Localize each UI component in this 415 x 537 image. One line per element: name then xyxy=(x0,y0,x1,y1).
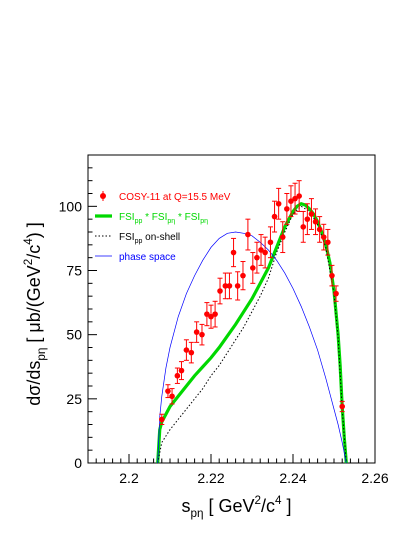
axis-title-part: pη xyxy=(190,507,203,520)
data-point xyxy=(316,226,323,233)
x-tick-label: 2.2 xyxy=(119,470,139,486)
axis-title-part: ) ] xyxy=(24,222,44,238)
axis-title-part: ] xyxy=(282,496,292,516)
data-point xyxy=(288,198,294,204)
data-point xyxy=(159,416,165,423)
data-point xyxy=(222,283,229,289)
axis-title-part: dσ/ds xyxy=(24,361,44,406)
data-point xyxy=(279,234,286,240)
data-point xyxy=(258,247,264,253)
legend-label-part: pη xyxy=(167,218,175,225)
data-point xyxy=(333,290,339,297)
data-point xyxy=(240,272,246,279)
data-point xyxy=(245,231,251,238)
data-points xyxy=(159,180,346,425)
data-point xyxy=(300,224,307,230)
data-point xyxy=(193,329,200,335)
y-tick-label: 75 xyxy=(66,263,82,279)
data-point xyxy=(284,206,290,212)
x-tick-label: 2.24 xyxy=(279,470,306,486)
legend-label: FSIpp * FSIpη * FSIpη xyxy=(119,212,208,225)
data-point xyxy=(262,249,268,256)
data-point xyxy=(275,200,282,207)
data-point xyxy=(271,213,278,220)
data-point xyxy=(183,347,190,353)
data-point xyxy=(165,388,171,394)
data-point xyxy=(312,218,319,225)
legend-label: COSY-11 at Q=15.5 MeV xyxy=(119,192,231,203)
y-tick-label: 50 xyxy=(66,327,82,343)
axis-title-part: [ GeV xyxy=(203,496,254,516)
data-point xyxy=(217,288,223,294)
legend-label: phase space xyxy=(119,252,176,263)
series-line xyxy=(156,202,348,464)
x-axis-title: spη [ GeV2/c4 ] xyxy=(181,494,291,520)
data-point xyxy=(250,265,256,271)
legend-label-part: pp xyxy=(135,238,143,245)
axis-title-part: 2 xyxy=(254,494,261,507)
axis-title-part: s xyxy=(181,496,190,516)
data-point xyxy=(212,311,218,317)
y-axis-title-group: dσ/dspη [ μb/(GeV2/c4) ] xyxy=(22,222,48,406)
data-point xyxy=(234,283,241,289)
axis-title-part: 4 xyxy=(22,238,35,245)
axis-title-part: 4 xyxy=(275,494,282,507)
legend-label-part: * FSI xyxy=(142,212,167,223)
data-point xyxy=(178,367,185,374)
y-axis-title: dσ/dspη [ μb/(GeV2/c4) ] xyxy=(22,222,48,406)
data-point xyxy=(230,249,237,256)
data-point xyxy=(329,272,335,279)
data-point xyxy=(308,211,315,217)
legend-label-part: FSI xyxy=(119,212,135,223)
axis-title-part: 2 xyxy=(22,259,35,266)
data-point xyxy=(339,403,346,410)
data-point xyxy=(174,372,181,379)
axis-title-part: /c xyxy=(261,496,275,516)
data-point xyxy=(208,313,214,320)
data-point xyxy=(304,216,311,222)
legend-label: FSIpp on-shell xyxy=(119,232,180,245)
axis-title-part: [ μb/(GeV xyxy=(24,265,44,347)
data-point xyxy=(325,239,331,246)
series-line xyxy=(157,231,347,464)
legend-label-part: pp xyxy=(135,218,143,225)
data-point xyxy=(292,195,298,202)
data-point xyxy=(226,283,233,289)
series-line xyxy=(157,205,347,464)
data-point xyxy=(296,193,302,199)
y-tick-label: 25 xyxy=(66,391,82,407)
data-point xyxy=(199,331,205,338)
data-point xyxy=(267,239,274,246)
legend-label-part: on-shell xyxy=(142,232,180,243)
data-point xyxy=(320,234,327,240)
x-tick-label: 2.26 xyxy=(361,470,388,486)
x-tick-label: 2.22 xyxy=(197,470,224,486)
legend-label-part: FSI xyxy=(119,232,135,243)
legend-label-part: pη xyxy=(200,218,208,225)
data-point xyxy=(169,393,175,400)
y-tick-label: 0 xyxy=(74,455,82,471)
data-point xyxy=(188,349,195,356)
y-tick-label: 100 xyxy=(59,198,83,214)
axis-title-part: pη xyxy=(35,348,48,361)
axis-title-part: /c xyxy=(24,245,44,259)
legend-label-part: * FSI xyxy=(175,212,200,223)
data-point xyxy=(204,311,210,317)
data-point xyxy=(254,254,260,261)
curves xyxy=(156,202,348,464)
